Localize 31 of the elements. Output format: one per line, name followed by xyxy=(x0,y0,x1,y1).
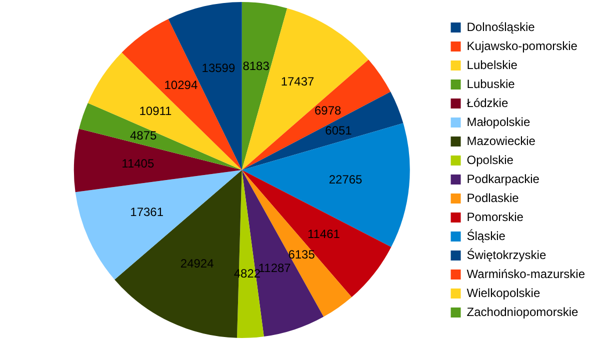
data-label: 11287 xyxy=(258,261,292,276)
legend-label: Kujawsko-pomorskie xyxy=(466,38,578,53)
data-label: 24924 xyxy=(180,256,214,270)
legend-label: Zachodniopomorskie xyxy=(466,304,578,319)
legend-label: Lubuskie xyxy=(466,76,516,91)
data-label: 6978 xyxy=(314,103,342,118)
data-label: 11461 xyxy=(307,226,340,241)
data-label: 4875 xyxy=(130,128,157,143)
data-label: 6051 xyxy=(325,123,352,138)
legend-label: Pomorskie xyxy=(466,210,524,224)
legend-label: Podkarpackie xyxy=(466,172,540,186)
legend-label: Wielkopolskie xyxy=(466,286,540,300)
data-label: 8183 xyxy=(242,59,270,74)
data-label: 22765 xyxy=(328,172,363,186)
data-label: 13599 xyxy=(202,60,236,75)
data-label: 17361 xyxy=(130,204,164,219)
data-label: 17437 xyxy=(280,74,315,88)
data-label: 11405 xyxy=(122,156,154,170)
legend-label: Lubelskie xyxy=(466,58,518,72)
legend-label: Małopolskie xyxy=(466,114,530,129)
data-label: 10294 xyxy=(164,78,198,92)
legend-label: Świętokrzyskie xyxy=(466,248,546,262)
legend-label: Dolnośląskie xyxy=(466,20,536,34)
legend-label: Warmińsko-mazurskie xyxy=(466,266,586,281)
legend-label: Podlaskie xyxy=(466,190,520,205)
data-label: 6135 xyxy=(288,248,316,262)
legend-label: Mazowieckie xyxy=(466,134,536,148)
legend-label: Śląskie xyxy=(466,228,506,243)
legend-label: Łódzkie xyxy=(466,96,508,110)
legend-label: Opolskie xyxy=(466,152,514,167)
data-label: 10911 xyxy=(139,104,172,118)
